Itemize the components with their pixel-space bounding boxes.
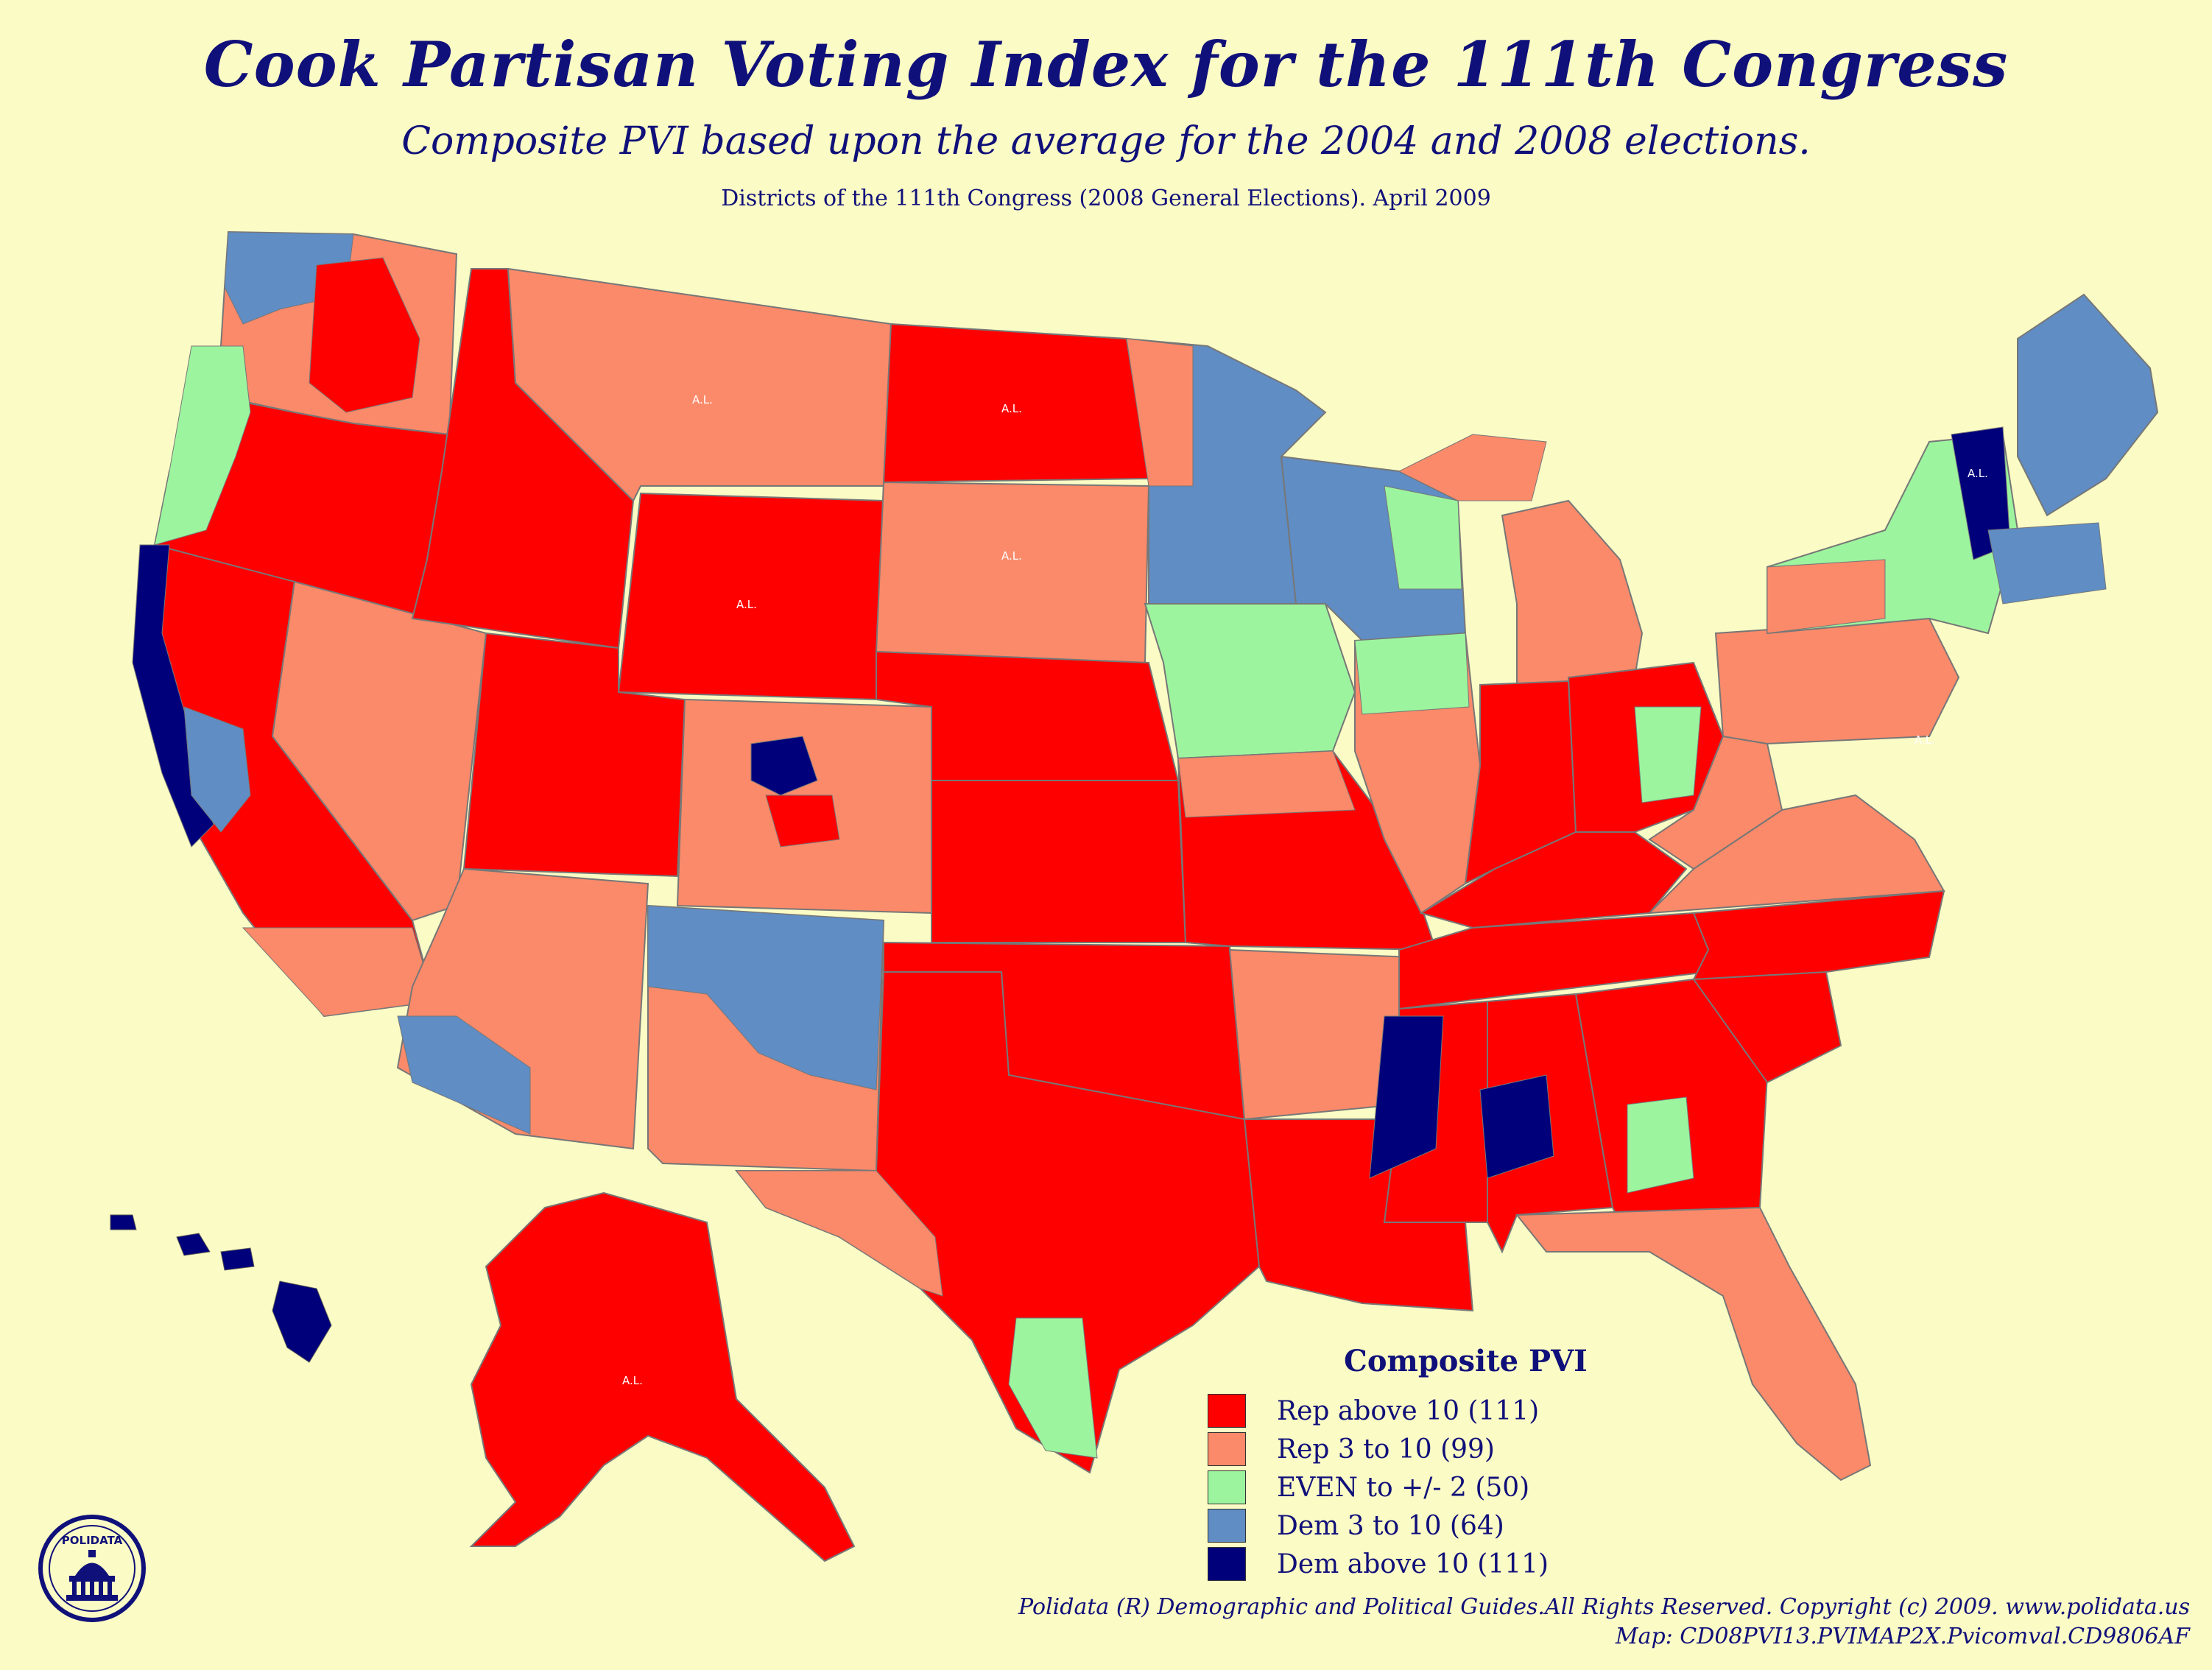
label-delaware: A.L.: [1915, 733, 1935, 747]
region-new-york-west: [1767, 559, 1886, 634]
legend-label: Dem 3 to 10 (64): [1277, 1510, 1504, 1541]
legend-label: Rep 3 to 10 (99): [1277, 1434, 1495, 1465]
region-california-south: [242, 927, 435, 1017]
region-south-dakota: [875, 481, 1150, 664]
legend-swatch: [1208, 1394, 1246, 1428]
capitol-dome-icon: [66, 1550, 118, 1601]
region-kansas: [931, 780, 1187, 943]
region-michigan: [1501, 499, 1644, 686]
region-colorado-5: [765, 795, 840, 848]
region-iowa: [1144, 603, 1356, 760]
legend-label: Rep above 10 (111): [1277, 1395, 1540, 1426]
legend-item: Dem 3 to 10 (64): [1208, 1507, 1591, 1545]
map-title: Cook Partisan Voting Index for the 111th…: [203, 28, 2009, 101]
label-montana: A.L.: [692, 393, 713, 406]
legend-swatch: [1208, 1432, 1246, 1466]
map-subtitle: Composite PVI based upon the average for…: [401, 119, 1811, 163]
region-new-england: [1987, 522, 2107, 605]
map-subline: Districts of the 111th Congress (2008 Ge…: [721, 186, 1491, 211]
legend-item: Dem above 10 (111): [1208, 1545, 1591, 1583]
legend-label: Dem above 10 (111): [1277, 1549, 1549, 1579]
region-ohio-east: [1634, 706, 1702, 803]
logo-text: POLIDATA: [62, 1534, 123, 1547]
region-minnesota-west: [1126, 338, 1194, 487]
credit-line-1: Polidata (R) Demographic and Political G…: [1018, 1594, 2190, 1620]
legend-swatch: [1208, 1547, 1246, 1581]
region-florida: [1515, 1206, 1872, 1481]
polidata-logo: POLIDATA: [38, 1515, 146, 1622]
region-michigan-up: [1398, 434, 1547, 501]
region-georgia-12: [1627, 1096, 1694, 1194]
region-washington-west: [224, 231, 354, 325]
region-mississippi-2: [1369, 1015, 1444, 1179]
legend-swatch: [1208, 1509, 1246, 1543]
legend-label: EVEN to +/- 2 (50): [1277, 1472, 1530, 1503]
region-illinois-north: [1354, 633, 1470, 715]
region-texas-west: [735, 1170, 943, 1297]
region-maine: [2017, 293, 2159, 517]
region-hawaii-islands: [110, 1214, 255, 1271]
label-north-dakota: A.L.: [1001, 402, 1022, 415]
region-california-bay: [183, 706, 251, 833]
credit: Polidata (R) Demographic and Political G…: [1018, 1593, 2190, 1652]
region-hawaii-big: [272, 1280, 332, 1363]
region-texas-south: [1008, 1317, 1098, 1459]
region-alabama-7: [1479, 1074, 1554, 1179]
region-new-mexico-3: [647, 905, 884, 1091]
legend-item: EVEN to +/- 2 (50): [1208, 1468, 1591, 1507]
credit-line-2: Map: CD08PVI13.PVIMAP2X.Pvicomval.CD9806…: [1615, 1624, 2190, 1649]
legend-item: Rep above 10 (111): [1208, 1392, 1591, 1430]
region-pennsylvania: [1714, 617, 1960, 745]
legend: Composite PVI Rep above 10 (111) Rep 3 t…: [1208, 1344, 1591, 1583]
legend-item: Rep 3 to 10 (99): [1208, 1430, 1591, 1468]
region-washington-east: [309, 257, 420, 413]
label-alaska: A.L.: [622, 1374, 643, 1387]
label-south-dakota: A.L.: [1001, 549, 1022, 563]
region-wyoming: [617, 492, 885, 701]
region-alaska: [469, 1191, 856, 1562]
region-oregon-coast: [154, 345, 251, 546]
region-arizona-south: [397, 1015, 531, 1135]
region-colorado-denver: [750, 736, 818, 796]
label-vermont: A.L.: [1968, 467, 1988, 480]
label-wyoming: A.L.: [736, 598, 757, 611]
region-wisconsin-east: [1384, 485, 1462, 590]
legend-swatch: [1208, 1470, 1246, 1504]
region-missouri-north: [1177, 750, 1356, 818]
legend-title: Composite PVI: [1344, 1344, 1588, 1378]
